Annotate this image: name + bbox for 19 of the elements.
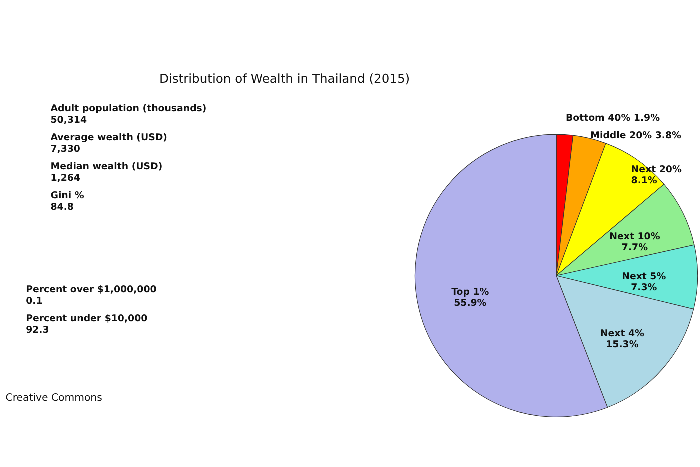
text: Percent under $10,000 92.3 (26, 314, 148, 336)
slice-label: Next 5% (622, 272, 667, 283)
data-label: 7.3% (631, 282, 658, 294)
text: Percent over $1,000,000 0.1 (26, 284, 158, 308)
slice-label: Next 10% (610, 232, 661, 243)
text: Average wealth (USD) 7,330 (50, 132, 168, 155)
data-label: 8.1% (631, 175, 658, 186)
slice-label: Next 4% (600, 328, 646, 340)
slice-label: Bottom 40% 1.9% (566, 112, 661, 124)
data-label: 55.9% (454, 298, 488, 309)
text: Creative Commons (6, 393, 102, 404)
text: Median wealth (USD) 1,264 (50, 161, 163, 184)
slice-label: Top 1% (452, 286, 490, 298)
text: Gini % 84.8 (50, 190, 85, 213)
text: Distribution of Wealth in Thailand (2015) (159, 72, 410, 86)
slice-label: Middle 20% 3.8% (590, 130, 682, 142)
text: Adult population (thousands) 50,314 (50, 103, 207, 126)
data-label: 15.3% (606, 339, 640, 350)
data-label: 7.7% (622, 242, 649, 254)
